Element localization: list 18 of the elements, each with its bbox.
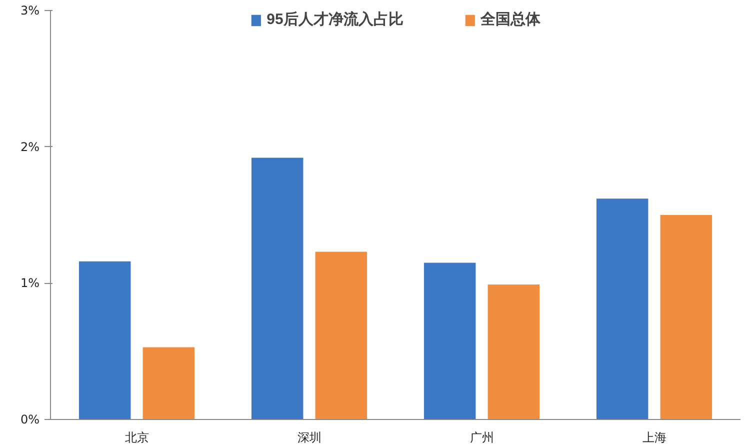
bar [78, 261, 131, 420]
bar [251, 158, 304, 420]
y-tick-label: 3% [20, 4, 40, 18]
legend-label: 全国总体 [480, 10, 540, 29]
x-tick-label: 上海 [642, 430, 666, 444]
y-tick-label: 2% [20, 140, 40, 154]
x-tick-label: 广州 [470, 430, 494, 444]
bar [596, 198, 648, 420]
x-tick-label: 北京 [124, 430, 149, 444]
bar [660, 215, 712, 420]
x-tick-label: 深圳 [297, 430, 322, 444]
legend-label: 95后人才净流入占比 [266, 10, 404, 29]
bar [424, 262, 476, 420]
y-tick-label: 0% [20, 412, 40, 426]
bar [142, 347, 195, 420]
bar [315, 252, 368, 420]
y-tick-label: 1% [20, 276, 40, 290]
bar [488, 284, 540, 420]
